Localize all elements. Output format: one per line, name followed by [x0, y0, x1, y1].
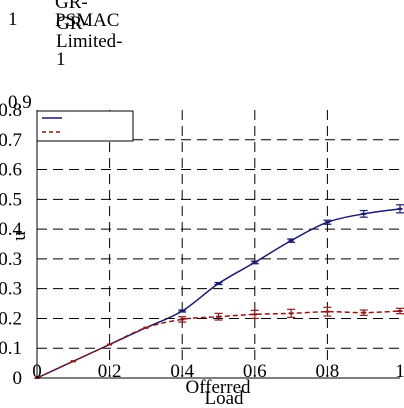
- top-label: 0.9: [8, 92, 32, 113]
- y-tick-label: 0.2: [0, 308, 22, 329]
- y-tick-label: 0.1: [0, 338, 22, 359]
- legend-box: [36, 110, 134, 142]
- x-axis-label: Offerred: [185, 377, 251, 398]
- top-label: 1: [8, 9, 18, 30]
- y-tick-label: 0: [13, 368, 23, 389]
- x-tick-label: 0.4: [170, 361, 194, 382]
- grid: [37, 110, 400, 378]
- x-tick-label: 0: [32, 361, 42, 382]
- x-tick-label: 1: [395, 361, 404, 382]
- y-tick-label: 0.3: [0, 279, 22, 300]
- series-layer: [34, 204, 404, 379]
- ticks: 0 0.2 0.4 0.6 0.8 1 0 0.1 0.2 0.3 0.3 0.4 0.5 0.6 0.7 0…: [0, 100, 404, 389]
- y-tick-label: 0.8: [0, 100, 22, 121]
- y-tick-label: 0.6: [0, 160, 22, 181]
- axes: [36, 110, 400, 379]
- legend-label: Limited-: [56, 31, 122, 52]
- y-tick-label: 0.4: [0, 219, 23, 240]
- y-tick-label: 0.5: [0, 189, 22, 210]
- x-tick-label: 0.2: [98, 361, 122, 382]
- series-line-1: [36, 310, 401, 379]
- top-labels: 10.9: [8, 9, 32, 113]
- legend-label: PSMAC: [55, 10, 119, 31]
- legend-label: GR-: [55, 0, 88, 13]
- x-tick-label: 0.6: [243, 361, 267, 382]
- x-tick-label: 0.8: [316, 361, 340, 382]
- y-tick-label: 0.3: [0, 249, 22, 270]
- y-tick-label: 0.7: [0, 130, 22, 151]
- legend-label: GR-: [56, 13, 89, 34]
- x-axis-label-2: Load: [204, 388, 244, 408]
- legend-label: 1: [56, 49, 66, 70]
- y-axis-label: u: [9, 231, 30, 241]
